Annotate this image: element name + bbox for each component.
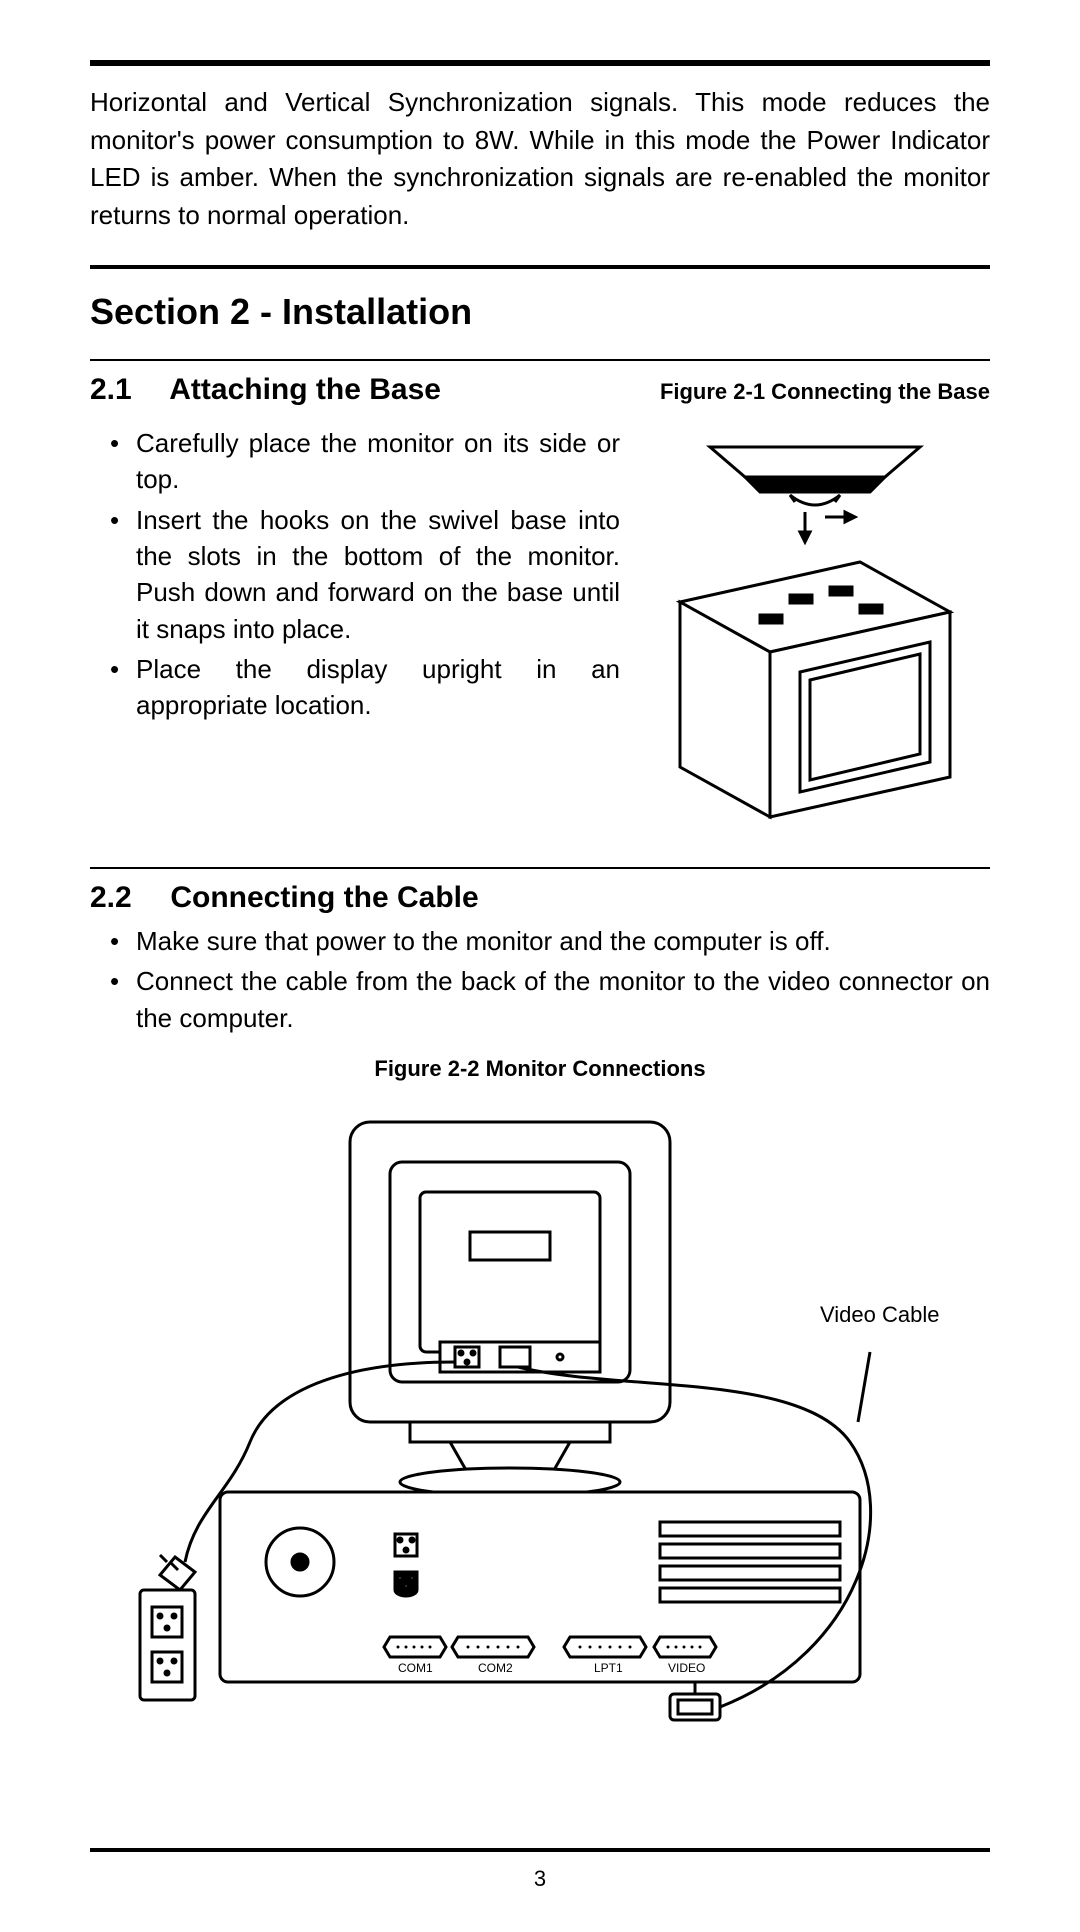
sub21-title: Attaching the Base (169, 373, 441, 406)
fig21-caption: Figure 2-1 Connecting the Base (660, 379, 990, 405)
sub21-num: 2.1 (90, 373, 162, 407)
com2-label: COM2 (478, 1661, 513, 1675)
lpt1-label: LPT1 (594, 1661, 623, 1675)
com1-label: COM1 (398, 1661, 433, 1675)
list-item: Carefully place the monitor on its side … (110, 425, 620, 498)
document-page: Horizontal and Vertical Synchronization … (0, 0, 1080, 1932)
sub21-text-col: Carefully place the monitor on its side … (90, 417, 620, 837)
sub22-heading: 2.2 Connecting the Cable (90, 881, 990, 915)
fig21-svg (650, 417, 980, 837)
video-label: VIDEO (668, 1661, 705, 1675)
fig22-svg: Video Cable COM1 COM2 LPT1 VIDEO (100, 1092, 980, 1752)
sub22-num: 2.2 (90, 881, 162, 915)
intro-paragraph: Horizontal and Vertical Synchronization … (90, 84, 990, 235)
sub21-rule (90, 359, 990, 361)
sub21-heading: 2.1 Attaching the Base (90, 373, 441, 407)
list-item: Connect the cable from the back of the m… (110, 963, 990, 1036)
sub21-content: Carefully place the monitor on its side … (90, 417, 990, 837)
sub22-rule (90, 867, 990, 869)
fig22-container: Video Cable COM1 COM2 LPT1 VIDEO (90, 1092, 990, 1752)
page-number: 3 (0, 1866, 1080, 1892)
video-cable-label: Video Cable (820, 1302, 939, 1327)
top-rule (90, 60, 990, 66)
section-top-rule (90, 265, 990, 269)
sub21-heading-row: 2.1 Attaching the Base Figure 2-1 Connec… (90, 373, 990, 407)
list-item: Place the display upright in an appropri… (110, 651, 620, 724)
fig22-caption: Figure 2-2 Monitor Connections (90, 1056, 990, 1082)
sub21-bullets: Carefully place the monitor on its side … (110, 425, 620, 724)
sub22-bullets: Make sure that power to the monitor and … (110, 923, 990, 1036)
footer-rule (90, 1848, 990, 1852)
section-title: Section 2 - Installation (90, 291, 990, 333)
list-item: Make sure that power to the monitor and … (110, 923, 990, 959)
list-item: Insert the hooks on the swivel base into… (110, 502, 620, 648)
fig21-container (640, 417, 990, 837)
sub22-title: Connecting the Cable (170, 881, 478, 914)
